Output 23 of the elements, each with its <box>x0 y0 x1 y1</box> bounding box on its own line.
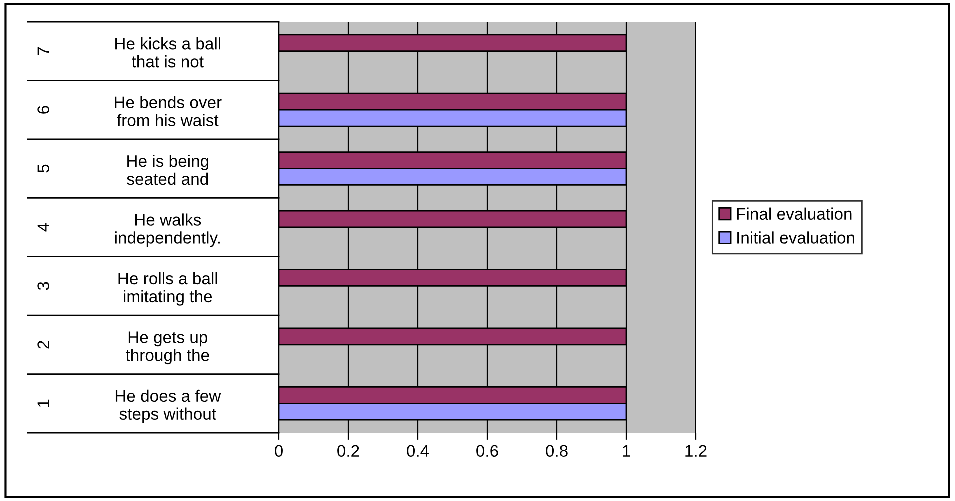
x-tick-label: 0.8 <box>546 445 568 458</box>
y-tick-label: He does a few steps without <box>116 390 222 424</box>
x-tick-label: 0 <box>275 445 283 458</box>
y-tick-label: He rolls a ball imitating the <box>118 272 218 306</box>
x-tick-label: 0.4 <box>407 445 430 458</box>
y-tick-label: He gets up through the <box>126 332 210 365</box>
legend-label: Final evaluation <box>737 208 852 220</box>
x-tick-label: 0.2 <box>338 445 360 458</box>
y-tick-label: He walks independently. <box>115 214 220 248</box>
text: 3 <box>38 282 50 290</box>
text: 1 <box>38 400 50 408</box>
text: 2 <box>38 341 50 349</box>
text: 7 <box>38 48 50 56</box>
text: 5 <box>38 164 50 173</box>
text: 6 <box>38 106 50 114</box>
y-tick-label: He bends over from his waist <box>115 96 222 126</box>
legend-label: Initial evaluation <box>738 232 854 244</box>
x-tick-label: 0.6 <box>476 445 498 458</box>
y-tick-label: He kicks a ball that is not <box>116 38 220 68</box>
y-tick-label: He is being seated and <box>127 154 209 186</box>
x-tick-label: 1 <box>623 445 630 457</box>
x-tick-label: 1.2 <box>686 445 707 457</box>
text: 4 <box>38 223 50 232</box>
